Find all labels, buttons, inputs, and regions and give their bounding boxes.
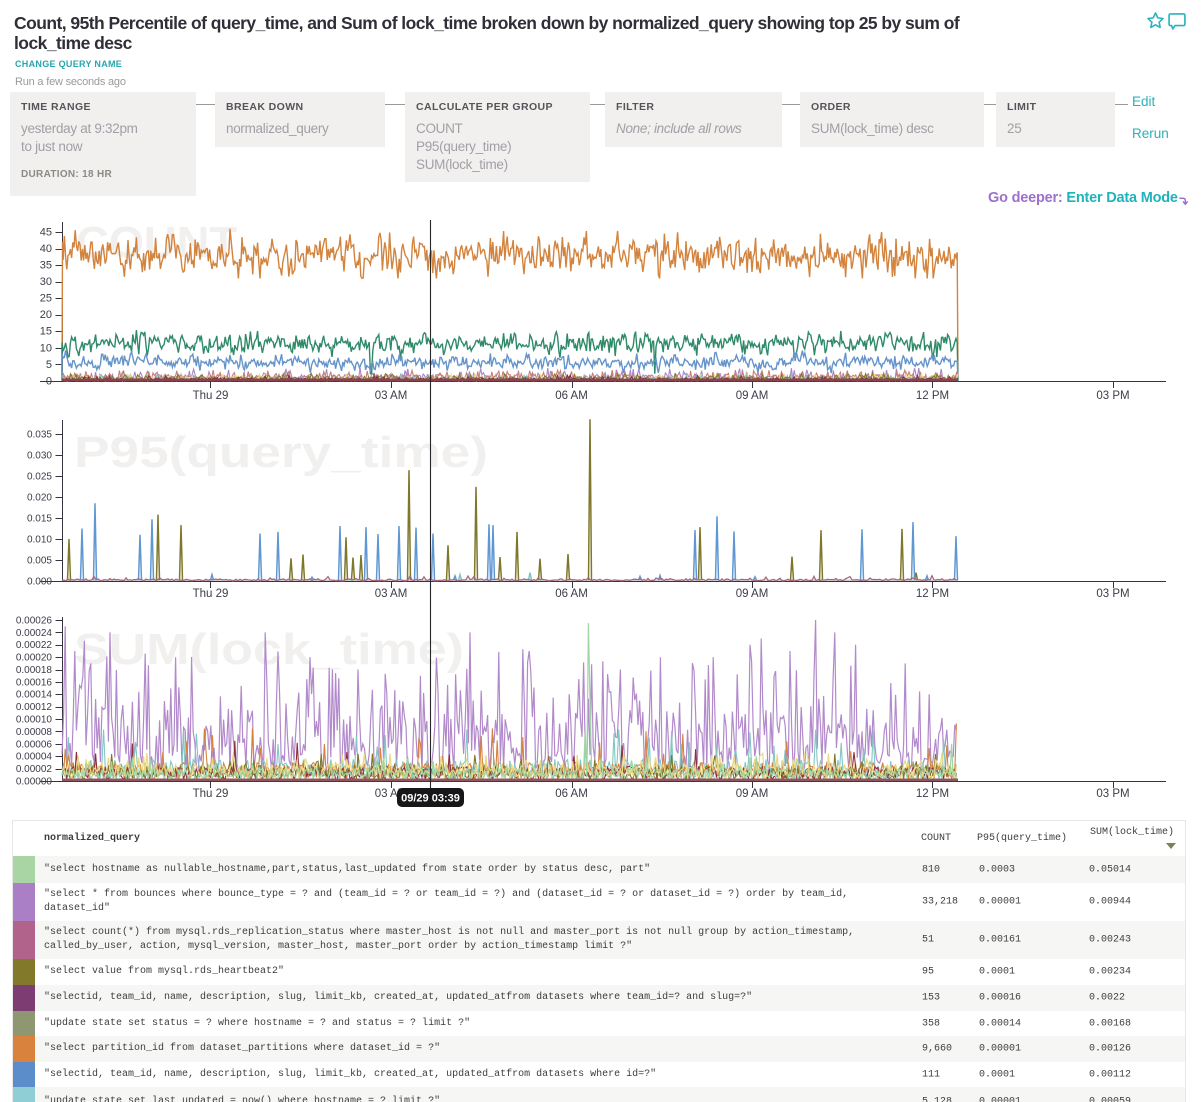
- svg-text:0: 0: [46, 375, 52, 387]
- svg-text:09 AM: 09 AM: [736, 788, 769, 800]
- svg-text:0.00004: 0.00004: [16, 752, 53, 763]
- svg-text:15: 15: [40, 326, 52, 338]
- svg-text:0.00006: 0.00006: [16, 739, 53, 750]
- svg-text:P95(query_time): P95(query_time): [74, 428, 488, 477]
- svg-text:20: 20: [40, 309, 52, 321]
- svg-text:0.020: 0.020: [27, 492, 52, 503]
- svg-text:0.00010: 0.00010: [16, 715, 53, 726]
- svg-text:0.00020: 0.00020: [16, 653, 53, 664]
- svg-text:30: 30: [40, 276, 52, 288]
- svg-text:0.015: 0.015: [27, 513, 52, 524]
- svg-text:12 PM: 12 PM: [916, 390, 949, 402]
- svg-text:09 AM: 09 AM: [736, 390, 769, 402]
- svg-text:0.005: 0.005: [27, 555, 52, 566]
- svg-text:0.035: 0.035: [27, 429, 52, 440]
- svg-text:0.00000: 0.00000: [16, 776, 53, 787]
- svg-text:06 AM: 06 AM: [555, 390, 588, 402]
- svg-text:0.00014: 0.00014: [16, 690, 53, 701]
- svg-text:0.00026: 0.00026: [16, 616, 53, 627]
- svg-text:12 PM: 12 PM: [916, 788, 949, 800]
- svg-text:45: 45: [40, 226, 52, 238]
- svg-text:25: 25: [40, 293, 52, 305]
- svg-text:09 AM: 09 AM: [736, 588, 769, 600]
- svg-text:0.00008: 0.00008: [16, 727, 53, 738]
- svg-text:06 AM: 06 AM: [555, 788, 588, 800]
- svg-text:10: 10: [40, 342, 52, 354]
- svg-text:03 AM: 03 AM: [375, 390, 408, 402]
- svg-text:0.00002: 0.00002: [16, 764, 53, 775]
- svg-text:35: 35: [40, 260, 52, 272]
- svg-text:SUM(lock_time): SUM(lock_time): [74, 625, 464, 674]
- svg-text:03 PM: 03 PM: [1096, 390, 1129, 402]
- svg-text:0.00016: 0.00016: [16, 677, 53, 688]
- svg-text:0.00018: 0.00018: [16, 665, 53, 676]
- svg-text:0.025: 0.025: [27, 471, 52, 482]
- svg-text:0.010: 0.010: [27, 534, 52, 545]
- svg-text:Thu 29: Thu 29: [193, 390, 229, 402]
- svg-text:40: 40: [40, 243, 52, 255]
- svg-text:03 AM: 03 AM: [375, 588, 408, 600]
- svg-text:5: 5: [46, 359, 52, 371]
- svg-text:0.000: 0.000: [27, 576, 52, 587]
- svg-text:09/29 03:39: 09/29 03:39: [401, 793, 460, 805]
- svg-text:03 PM: 03 PM: [1096, 588, 1129, 600]
- svg-text:0.00022: 0.00022: [16, 640, 53, 651]
- svg-text:0.00012: 0.00012: [16, 702, 53, 713]
- svg-text:03 PM: 03 PM: [1096, 788, 1129, 800]
- svg-text:06 AM: 06 AM: [555, 588, 588, 600]
- svg-text:12 PM: 12 PM: [916, 588, 949, 600]
- svg-text:Thu 29: Thu 29: [193, 788, 229, 800]
- svg-text:Thu 29: Thu 29: [193, 588, 229, 600]
- svg-text:0.00024: 0.00024: [16, 628, 53, 639]
- svg-text:0.030: 0.030: [27, 450, 52, 461]
